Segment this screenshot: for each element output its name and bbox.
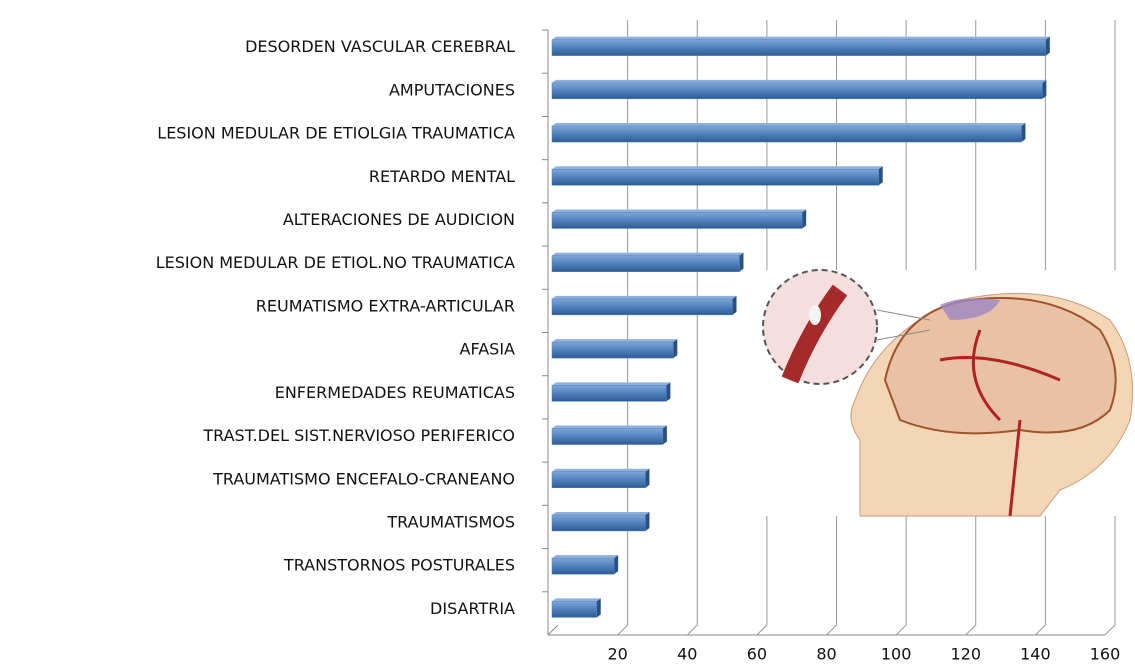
bar-end — [1021, 123, 1026, 143]
y-tick-label: TRAUMATISMO ENCEFALO-CRANEANO — [212, 469, 515, 488]
grid-line — [617, 20, 629, 636]
bar-end — [739, 252, 744, 272]
grid-line — [1035, 20, 1046, 636]
x-tick-label: 60 — [747, 645, 767, 664]
bar-end — [878, 166, 883, 186]
bar-top — [552, 468, 650, 472]
y-tick-label: AMPUTACIONES — [389, 80, 515, 99]
y-tick-label: REUMATISMO EXTRA-ARTICULAR — [256, 296, 515, 315]
y-tick-label: AFASIA — [460, 340, 516, 359]
bar — [551, 212, 803, 229]
bar-top — [552, 598, 601, 602]
bar-end — [614, 555, 619, 575]
y-tick-label: DESORDEN VASCULAR CEREBRAL — [245, 37, 515, 56]
bar-top — [552, 555, 619, 559]
bar — [551, 557, 615, 575]
bar-top — [552, 209, 807, 213]
bar — [551, 255, 740, 272]
bar-top — [552, 295, 737, 299]
y-tick-label: LESION MEDULAR DE ETIOL.NO TRAUMATICA — [156, 253, 515, 272]
bar-top — [552, 382, 671, 386]
bar-top — [552, 123, 1026, 127]
bar — [551, 39, 1047, 56]
bar-end — [1042, 79, 1047, 99]
x-tick-label: 160 — [1090, 645, 1121, 664]
bar-end — [662, 425, 667, 445]
x-tick-label: 120 — [950, 645, 981, 664]
bar-top — [552, 339, 678, 343]
grid-line — [686, 20, 698, 636]
bar — [551, 428, 664, 445]
x-tick-label: 80 — [816, 645, 836, 664]
bar-top — [552, 166, 883, 170]
y-tick-label: RETARDO MENTAL — [369, 167, 515, 186]
bar-top — [552, 36, 1050, 40]
y-tick-label: DISARTRIA — [430, 599, 515, 618]
bar — [551, 385, 667, 402]
grid-line — [965, 20, 977, 636]
bar — [551, 341, 674, 359]
bar — [551, 601, 597, 618]
bar-end — [732, 295, 737, 315]
plot-area: 20 40 60 80 100 120 140 160 DESORDEN VASCULAR CE… — [156, 20, 1121, 664]
bar-end — [645, 511, 650, 531]
bar-top — [552, 425, 667, 429]
bar-top — [552, 511, 650, 515]
y-tick-label: TRAST.DEL SIST.NERVIOSO PERIFERICO — [202, 426, 515, 445]
x-tick-label: 20 — [607, 645, 627, 664]
x-tick-label: 40 — [677, 645, 697, 664]
x-tick-label: 100 — [881, 645, 912, 664]
bar — [551, 125, 1022, 143]
bar-end — [802, 209, 807, 229]
axis-line — [547, 624, 559, 636]
y-tick-label: TRAUMATISMOS — [386, 512, 515, 531]
bar-top — [552, 79, 1047, 83]
y-tick-label: ALTERACIONES DE AUDICION — [283, 210, 515, 229]
bar — [551, 298, 733, 316]
bar-top — [552, 252, 744, 256]
grid-line — [826, 20, 837, 636]
x-tick-label: 140 — [1020, 645, 1051, 664]
y-tick-label: TRANSTORNOS POSTURALES — [283, 556, 515, 575]
y-tick-label: LESION MEDULAR DE ETIOLGIA TRAUMATICA — [157, 124, 515, 143]
brain-illustration — [745, 269, 1135, 517]
grid-line — [1104, 20, 1116, 636]
grid-line — [895, 20, 907, 636]
bar-end — [673, 339, 678, 359]
bar — [551, 471, 646, 488]
bar — [551, 82, 1043, 100]
bar-end — [1045, 36, 1050, 56]
bar — [551, 169, 879, 186]
y-tick-label: ENFERMEDADES REUMATICAS — [275, 383, 515, 402]
bar-end — [645, 468, 650, 488]
bar-end — [666, 382, 671, 402]
bar — [551, 514, 646, 532]
bar-end — [596, 598, 601, 618]
